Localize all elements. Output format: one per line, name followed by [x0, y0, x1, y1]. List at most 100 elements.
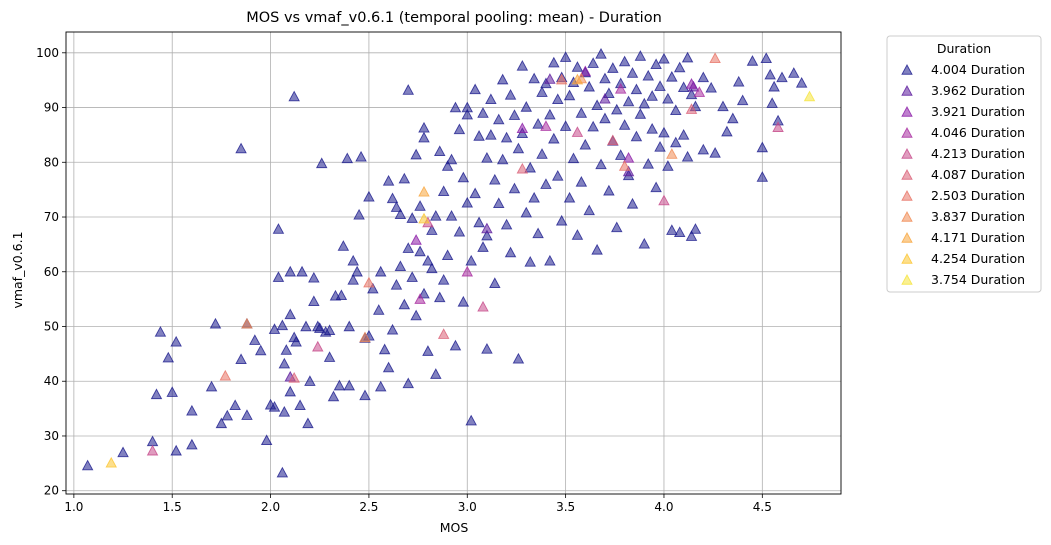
data-point	[595, 158, 607, 170]
legend-box	[886, 35, 1042, 293]
legend-marker	[901, 148, 913, 159]
data-point	[449, 339, 462, 351]
data-point	[520, 101, 533, 112]
data-point	[559, 120, 572, 131]
data-point	[146, 435, 159, 447]
legend-marker	[901, 274, 913, 285]
data-point	[146, 444, 159, 456]
data-point	[406, 271, 418, 282]
data-point	[658, 126, 670, 138]
data-point	[315, 157, 328, 169]
data-point	[441, 160, 454, 171]
data-point	[746, 55, 759, 66]
legend-marker	[901, 190, 913, 201]
data-point	[591, 243, 603, 255]
data-point	[638, 97, 651, 109]
data-point	[374, 265, 387, 277]
data-point	[717, 100, 729, 112]
data-point	[788, 67, 800, 78]
data-point	[756, 171, 769, 182]
data-point	[81, 459, 94, 471]
data-point	[489, 277, 501, 288]
data-point	[622, 151, 635, 163]
data-point	[685, 103, 698, 114]
data-point	[374, 380, 387, 392]
legend-label: 4.087 Duration	[931, 167, 1025, 182]
data-point	[390, 278, 403, 290]
data-point	[402, 84, 415, 95]
data-point	[544, 254, 556, 266]
data-point	[544, 73, 556, 84]
data-point	[626, 67, 639, 78]
series-group	[219, 52, 721, 381]
y-tick-label: 40	[44, 374, 59, 388]
legend-marker	[901, 64, 913, 75]
grid	[66, 32, 841, 494]
data-point	[241, 317, 253, 329]
x-tick-label: 3.5	[556, 500, 575, 514]
data-point	[186, 404, 198, 416]
data-point	[587, 120, 599, 132]
data-point	[492, 197, 505, 209]
data-point	[418, 185, 430, 197]
data-point	[221, 409, 234, 421]
data-point	[481, 151, 493, 163]
data-point	[756, 141, 769, 153]
data-point	[626, 197, 639, 209]
data-point	[441, 249, 454, 261]
x-tick-label: 4.5	[753, 500, 772, 514]
data-point	[571, 73, 584, 85]
data-point	[288, 372, 300, 383]
data-point	[603, 87, 615, 99]
data-point	[689, 223, 702, 234]
data-point	[516, 59, 529, 71]
data-point	[528, 191, 540, 203]
data-point	[437, 274, 450, 285]
series-group	[410, 65, 698, 245]
data-point	[382, 361, 395, 373]
data-point	[453, 225, 466, 237]
data-point	[313, 322, 326, 333]
data-point	[372, 304, 385, 315]
data-point	[618, 119, 631, 130]
data-point	[363, 276, 375, 288]
data-point	[461, 265, 474, 277]
data-point	[288, 90, 300, 102]
data-point	[705, 81, 717, 93]
data-point	[642, 69, 654, 81]
data-point	[611, 221, 623, 233]
data-point	[697, 143, 710, 155]
data-point	[548, 132, 560, 144]
data-point	[685, 230, 698, 241]
y-tick-label: 30	[44, 429, 59, 443]
data-point	[614, 149, 627, 160]
data-point	[406, 212, 418, 223]
data-point	[575, 107, 588, 118]
data-point	[666, 148, 678, 159]
data-point	[418, 131, 430, 143]
data-point	[430, 368, 442, 379]
legend-marker	[901, 232, 913, 243]
data-point	[662, 92, 674, 104]
legend-items: 4.004 Duration 3.962 Duration 3.921 Durati…	[901, 62, 1025, 287]
data-point	[461, 108, 474, 120]
data-point	[666, 70, 678, 82]
data-point	[571, 61, 584, 72]
data-point	[290, 335, 302, 347]
data-point	[437, 185, 450, 196]
data-point	[673, 61, 686, 73]
data-point	[433, 145, 446, 157]
data-point	[638, 237, 651, 249]
data-point	[563, 89, 576, 101]
data-point	[254, 344, 267, 356]
y-axis-ticks: 20 30 40 50 60 70 80 90 100	[36, 46, 66, 498]
data-point	[335, 289, 348, 300]
data-point	[681, 51, 694, 63]
data-point	[414, 245, 426, 257]
data-point	[504, 89, 517, 100]
data-point	[308, 271, 320, 283]
data-point	[272, 271, 285, 282]
data-point	[308, 295, 320, 307]
legend-label: 4.213 Duration	[931, 146, 1025, 161]
